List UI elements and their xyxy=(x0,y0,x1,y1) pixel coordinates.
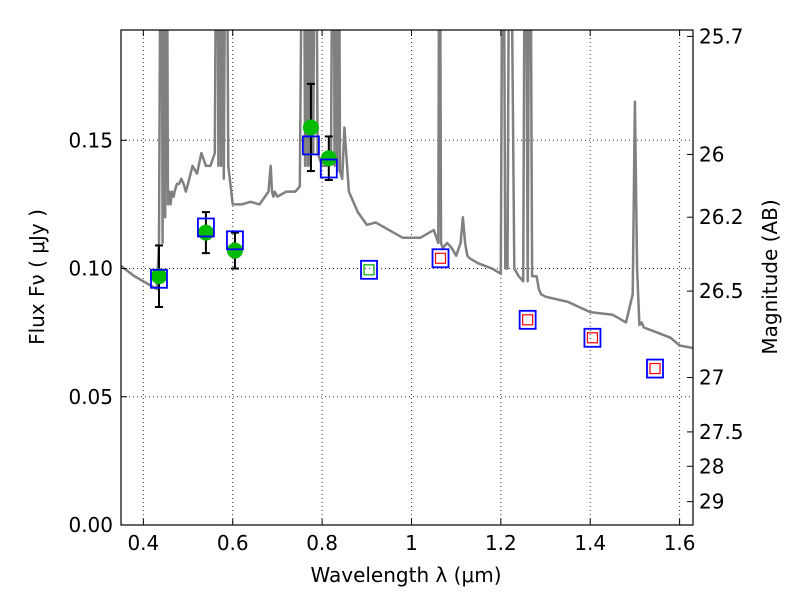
plot-area xyxy=(121,30,693,379)
small-marker-square xyxy=(586,332,599,344)
model-bandpass-square xyxy=(150,268,168,289)
photometry-point xyxy=(150,268,167,285)
y2-axis-title: Magnitude (AB) xyxy=(758,199,782,354)
y-tick-label: 0.05 xyxy=(68,385,113,409)
small-marker-square xyxy=(363,264,375,276)
x-tick-label: 0.8 xyxy=(306,531,338,555)
model-bandpass-square xyxy=(518,309,537,330)
y2-tick-label: 29 xyxy=(699,490,724,514)
model-bandpass-square xyxy=(302,135,320,156)
x-tick-label: 0.4 xyxy=(127,531,159,555)
photometry-point xyxy=(226,242,243,259)
model-bandpass-square xyxy=(646,358,664,379)
y-axis-title: Flux Fν ( μJy ) xyxy=(25,209,49,345)
model-bandpass-square xyxy=(583,327,602,348)
photometry-point xyxy=(197,224,214,241)
x-tick-label: 1.4 xyxy=(574,531,606,555)
y-tick-label: 0.00 xyxy=(68,513,113,537)
x-tick-label: 0.6 xyxy=(217,531,249,555)
x-axis-title: Wavelength λ (μm) xyxy=(310,563,501,587)
y2-tick-label: 26.5 xyxy=(699,279,744,303)
model-bandpass-square xyxy=(226,230,244,251)
small-marker-square xyxy=(649,362,661,375)
model-bandpass-square xyxy=(319,158,338,179)
model-bandpass-square xyxy=(197,217,215,238)
axes: 0.4 0.6 0.8 1 1.2 1.4 1.6 0.00 0.05 0.10 0.15 25.7 2… xyxy=(68,24,743,555)
y2-tick-label: 28 xyxy=(699,454,724,478)
photometry-point xyxy=(320,150,337,167)
y-tick-label: 0.15 xyxy=(68,128,113,152)
model-bandpass-square xyxy=(431,248,450,269)
small-marker-square xyxy=(434,252,447,264)
photometry-point xyxy=(302,119,319,136)
model-sed-line xyxy=(121,30,693,350)
y2-tick-label: 25.7 xyxy=(699,24,744,48)
y2-tick-label: 27.5 xyxy=(699,420,744,444)
y2-tick-label: 26 xyxy=(699,142,724,166)
plot-frame xyxy=(120,29,694,526)
small-marker-square xyxy=(522,314,534,326)
y-tick-label: 0.10 xyxy=(68,257,113,281)
y2-tick-label: 26.2 xyxy=(699,205,744,229)
x-tick-label: 1.2 xyxy=(485,531,517,555)
x-tick-label: 1 xyxy=(405,531,418,555)
x-tick-label: 1.6 xyxy=(664,531,696,555)
model-bandpass-square xyxy=(360,259,378,280)
y2-tick-label: 27 xyxy=(699,366,724,390)
